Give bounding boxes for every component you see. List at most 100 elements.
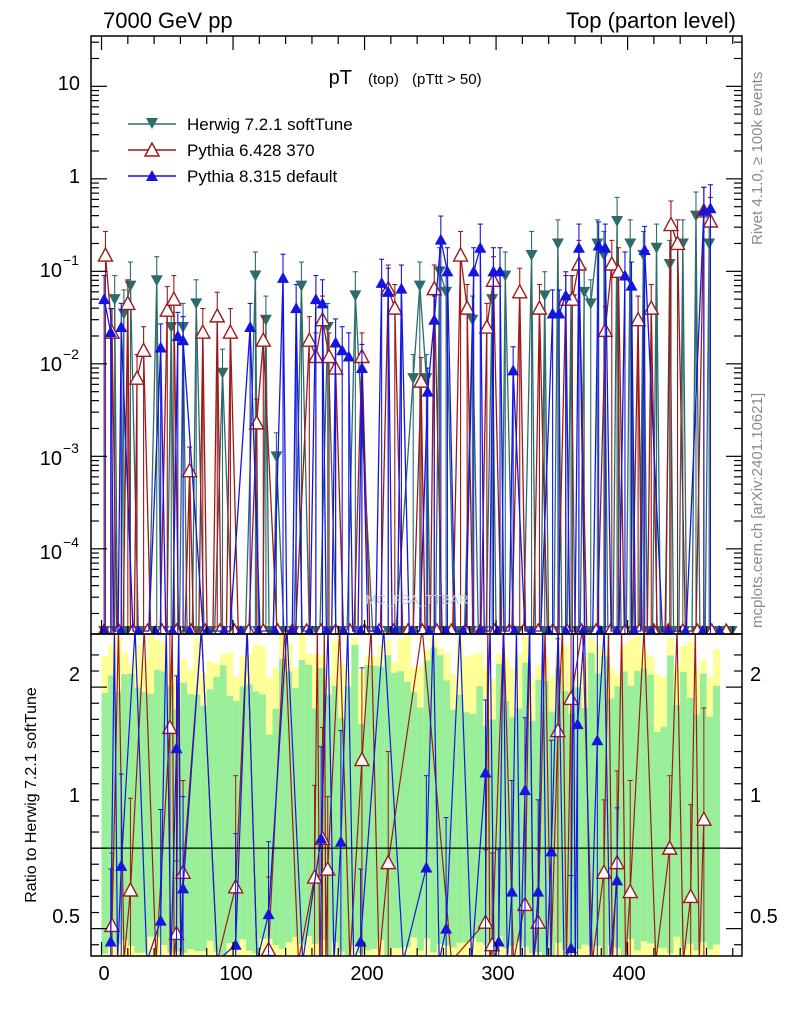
ratio-plot-series — [103, 634, 713, 956]
band-green — [101, 692, 109, 954]
data-point — [349, 290, 362, 302]
band-green — [430, 647, 438, 953]
data-point — [336, 344, 349, 356]
data-point — [119, 294, 136, 311]
band-green — [496, 663, 504, 937]
band-green — [581, 707, 589, 945]
band-green — [213, 676, 221, 952]
axis-ticks — [91, 36, 742, 956]
legend-entry-pythia8: Pythia 8.315 default — [128, 167, 338, 186]
empty-bin-marker — [458, 625, 469, 634]
band-green — [660, 726, 668, 948]
data-point — [584, 298, 597, 310]
empty-bin-marker — [705, 622, 718, 634]
band-green — [423, 660, 431, 939]
ratio-ytick-left-2: 2 — [69, 664, 80, 686]
legend-label-pythia8: Pythia 8.315 default — [187, 167, 338, 186]
band-green — [167, 685, 175, 953]
ratio-ytick-right-1: 1 — [750, 785, 761, 807]
watermark: MC_FBA_TTBAR — [366, 592, 469, 607]
ratio-point — [262, 908, 275, 920]
ratio-point — [519, 784, 531, 796]
data-point — [703, 238, 716, 250]
data-point — [434, 233, 447, 245]
empty-bin-marker — [236, 625, 246, 634]
ratio-point — [154, 914, 167, 926]
data-point — [98, 293, 111, 305]
band-green — [410, 691, 418, 938]
data-point — [433, 266, 446, 278]
data-point — [572, 241, 585, 253]
ratio-point — [420, 861, 433, 873]
data-point — [625, 279, 638, 291]
data-point — [375, 276, 388, 288]
ytick-label-10: 10 — [58, 73, 80, 95]
empty-bin-marker — [560, 625, 571, 634]
band-green — [621, 671, 628, 956]
ratio-point — [622, 883, 639, 899]
band-green — [673, 704, 681, 937]
ratio-point — [353, 751, 371, 767]
data-point — [395, 282, 408, 294]
data-point — [382, 285, 395, 297]
side-text-mcplots: mcplots.cern.ch [arXiv:2401.10621] — [749, 393, 766, 628]
ratio-ytick-right-2: 2 — [750, 664, 761, 686]
data-point — [190, 298, 203, 310]
data-point — [309, 293, 322, 305]
empty-bin-marker — [612, 625, 622, 634]
band-green — [706, 716, 714, 950]
plot-title: pT (top) (pTtt > 50) — [329, 67, 482, 89]
ratio-point — [177, 882, 190, 894]
data-point — [171, 329, 184, 341]
empty-bin-marker — [424, 625, 434, 634]
band-green — [693, 714, 701, 951]
ratio-yaxis-labels-right: 0.5 1 2 — [750, 664, 778, 928]
legend-entry-herwig: Herwig 7.2.1 softTune — [128, 115, 353, 134]
ytick-label-1e-3: 10 — [40, 448, 62, 470]
data-point — [428, 313, 441, 325]
band-green — [713, 685, 721, 945]
data-point — [290, 302, 303, 314]
band-green — [417, 707, 425, 951]
side-text-rivet: Rivet 4.1.0, ≥ 100k events — [749, 72, 766, 245]
band-green — [193, 694, 201, 952]
data-point — [412, 372, 430, 388]
empty-bin-marker — [321, 625, 332, 634]
header-right: Top (parton level) — [566, 8, 736, 33]
band-green — [397, 671, 405, 948]
ratio-bands — [101, 634, 721, 956]
band-green — [351, 644, 359, 946]
band-green — [108, 675, 116, 946]
data-point — [618, 269, 631, 281]
ytick-label-1e-4-exp: −4 — [63, 534, 79, 550]
data-point — [135, 341, 152, 358]
data-point — [295, 280, 308, 292]
band-green — [134, 687, 142, 953]
ratio-point — [161, 718, 179, 735]
ratio-point — [440, 922, 453, 934]
empty-bin-marker — [509, 625, 520, 634]
band-green — [140, 692, 148, 953]
data-point — [611, 215, 624, 227]
empty-bin-marker — [150, 625, 161, 634]
band-green — [259, 694, 267, 939]
ratio-point — [565, 941, 578, 953]
data-point — [507, 364, 520, 376]
band-green — [667, 655, 675, 954]
data-point — [355, 362, 368, 374]
empty-bin-marker — [270, 625, 281, 634]
band-green — [377, 666, 385, 941]
title-main: pT — [329, 67, 352, 89]
band-green — [456, 694, 464, 943]
data-point — [592, 239, 605, 251]
band-green — [298, 660, 306, 945]
data-point — [104, 326, 117, 338]
xtick-label-100: 100 — [219, 963, 252, 985]
band-green — [338, 717, 346, 952]
band-green — [180, 682, 188, 953]
band-green — [476, 686, 484, 942]
band-green — [331, 685, 339, 943]
data-point — [165, 290, 183, 306]
data-point — [97, 246, 114, 262]
